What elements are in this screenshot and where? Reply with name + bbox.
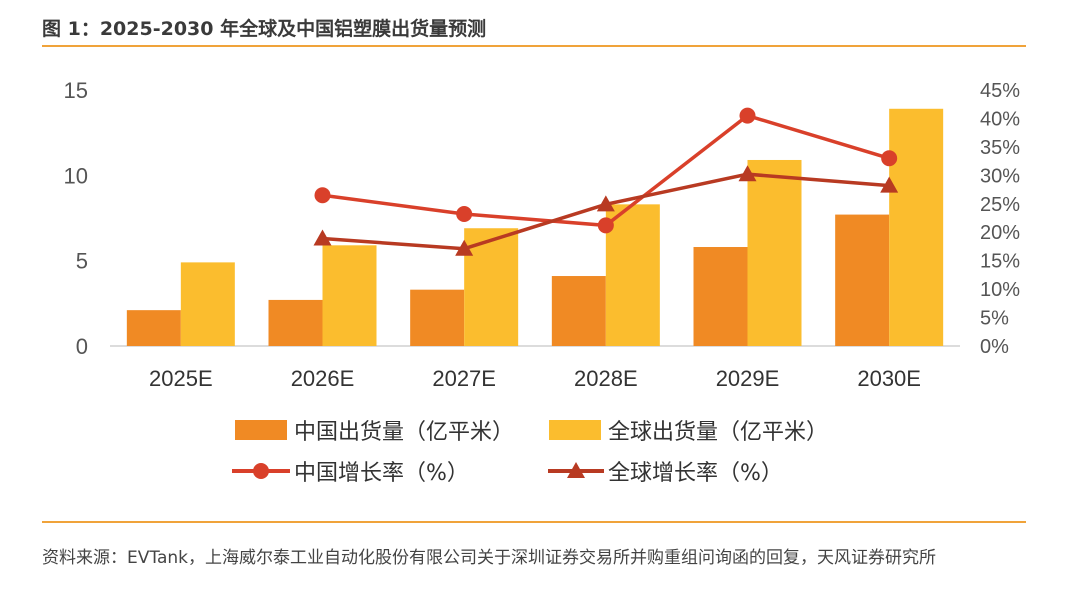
y-left-axis: 0 5 10 15 bbox=[64, 78, 88, 359]
x-tick-label: 2025E bbox=[149, 366, 213, 391]
legend-label-global-line: 全球增长率（%） bbox=[608, 461, 783, 486]
legend-marker-global-line bbox=[567, 462, 585, 478]
bar-global-shipment bbox=[747, 159, 802, 346]
point-china-growth bbox=[314, 187, 331, 204]
x-tick-label: 2027E bbox=[432, 366, 496, 391]
legend-swatch-global-bar bbox=[549, 420, 601, 440]
y-right-tick-label: 25% bbox=[980, 194, 1020, 216]
legend-label-china-bar: 中国出货量（亿平米） bbox=[294, 420, 514, 445]
bars bbox=[126, 108, 944, 346]
x-tick-label: 2026E bbox=[291, 366, 355, 391]
legend: 中国出货量（亿平米） 全球出货量（亿平米） 中国增长率（%） 全球增长率（%） bbox=[232, 420, 828, 486]
bar-china-shipment bbox=[410, 289, 465, 346]
bar-global-shipment bbox=[180, 262, 235, 346]
x-tick-label: 2029E bbox=[716, 366, 780, 391]
bar-global-shipment bbox=[605, 204, 660, 346]
bar-global-shipment bbox=[322, 245, 377, 346]
y-right-tick-label: 45% bbox=[980, 80, 1020, 102]
point-china-growth bbox=[739, 107, 756, 124]
bar-china-shipment bbox=[551, 276, 606, 346]
y-right-tick-label: 30% bbox=[980, 165, 1020, 187]
y-left-tick-label: 10 bbox=[64, 163, 88, 188]
y-right-axis: 0% 5% 10% 15% 20% 25% 30% 35% 40% 45% bbox=[980, 80, 1020, 358]
bar-china-shipment bbox=[835, 214, 890, 346]
point-global-growth bbox=[455, 239, 474, 256]
x-tick-label: 2028E bbox=[574, 366, 638, 391]
bar-china-shipment bbox=[693, 247, 748, 346]
y-right-tick-label: 15% bbox=[980, 251, 1020, 273]
bottom-divider bbox=[42, 521, 1026, 523]
x-axis: 2025E 2026E 2027E 2028E 2029E 2030E bbox=[149, 366, 921, 391]
point-global-growth bbox=[880, 176, 899, 193]
lines bbox=[313, 107, 899, 256]
bar-global-shipment bbox=[464, 228, 519, 346]
bar-china-shipment bbox=[268, 299, 323, 346]
legend-marker-china-line bbox=[253, 463, 269, 479]
top-divider bbox=[42, 45, 1026, 47]
y-left-tick-label: 5 bbox=[76, 249, 88, 274]
bar-china-shipment bbox=[126, 310, 181, 346]
point-china-growth bbox=[597, 217, 614, 234]
source-note: 资料来源：EVTank，上海威尔泰工业自动化股份有限公司关于深圳证券交易所并购重… bbox=[42, 548, 936, 568]
y-left-tick-label: 0 bbox=[76, 334, 88, 359]
chart: 0 5 10 15 0% 5% 10% 15% 20% 25% 30% 35% 40% 45% 2025… bbox=[64, 78, 1021, 486]
point-china-growth bbox=[456, 206, 473, 223]
legend-label-china-line: 中国增长率（%） bbox=[294, 461, 469, 486]
point-global-growth bbox=[313, 229, 332, 246]
legend-swatch-china-bar bbox=[235, 420, 287, 440]
y-right-tick-label: 5% bbox=[980, 308, 1009, 330]
y-left-tick-label: 15 bbox=[64, 78, 88, 103]
x-tick-label: 2030E bbox=[857, 366, 921, 391]
y-right-tick-label: 20% bbox=[980, 222, 1020, 244]
y-right-tick-label: 10% bbox=[980, 279, 1020, 301]
y-right-tick-label: 35% bbox=[980, 137, 1020, 159]
point-global-growth bbox=[738, 165, 757, 182]
y-right-tick-label: 40% bbox=[980, 108, 1020, 130]
point-china-growth bbox=[881, 150, 898, 167]
y-right-tick-label: 0% bbox=[980, 336, 1009, 358]
legend-label-global-bar: 全球出货量（亿平米） bbox=[608, 420, 828, 445]
point-global-growth bbox=[596, 195, 615, 212]
page-title: 图 1：2025-2030 年全球及中国铝塑膜出货量预测 bbox=[42, 18, 487, 40]
bar-global-shipment bbox=[889, 108, 944, 346]
